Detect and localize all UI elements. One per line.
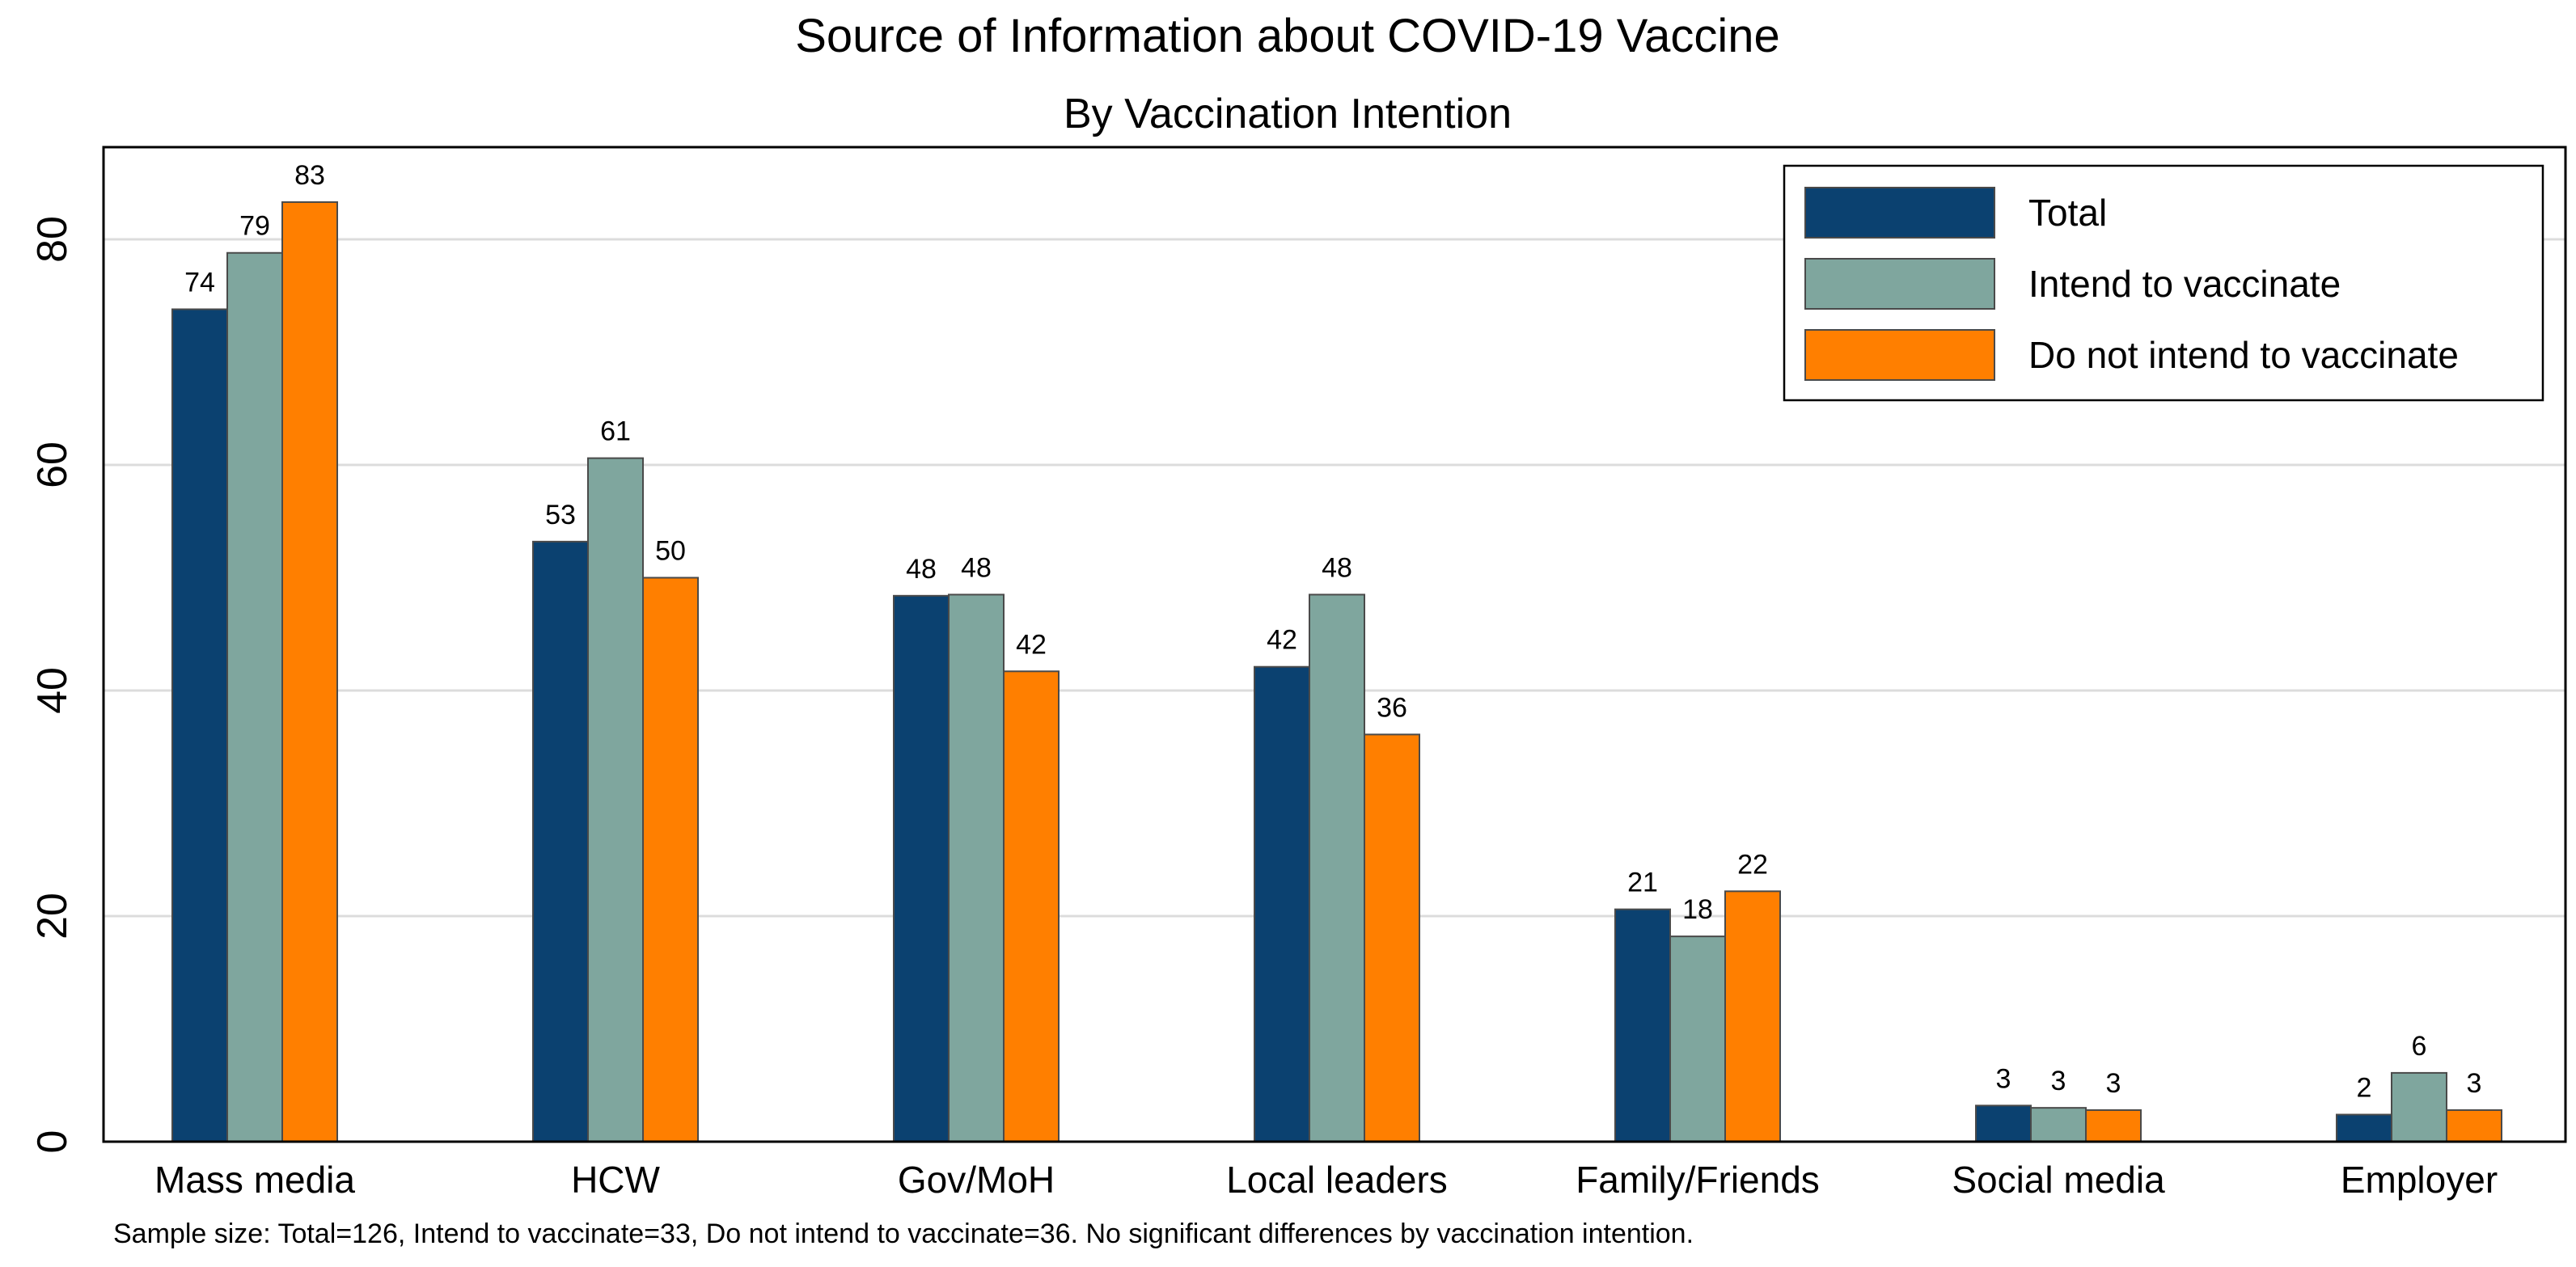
x-tick-label: HCW	[571, 1159, 660, 1201]
bar	[1309, 593, 1365, 1142]
legend-swatch	[1804, 258, 1995, 310]
legend-swatch	[1804, 187, 1995, 239]
data-label: 21	[1627, 868, 1658, 898]
bar	[2336, 1113, 2392, 1143]
data-label: 53	[545, 500, 576, 530]
chart-subtitle: By Vaccination Intention	[1064, 91, 1512, 137]
bar	[1669, 935, 1726, 1142]
data-label: 83	[294, 160, 325, 191]
chart-title: Source of Information about COVID-19 Vac…	[795, 10, 1780, 62]
data-label: 3	[2051, 1066, 2066, 1096]
legend-label: Total	[2028, 192, 2107, 234]
data-label: 36	[1377, 692, 1407, 723]
data-label: 3	[1996, 1063, 2011, 1094]
bar	[1614, 908, 1671, 1142]
data-label: 42	[1016, 629, 1047, 660]
data-label: 18	[1682, 894, 1713, 925]
x-tick-label: Social media	[1952, 1159, 2165, 1201]
legend-swatch	[1804, 329, 1995, 381]
data-label: 22	[1737, 849, 1768, 880]
bar	[171, 308, 228, 1142]
bars: 74 79 83 53 61 50 48 48 42 42 48 36 21 18 22 3 3 3 2 6 3	[171, 160, 2502, 1143]
data-label: 48	[1322, 552, 1352, 583]
bar	[226, 251, 283, 1142]
bar	[948, 593, 1005, 1142]
y-tick-label: 40	[29, 667, 76, 714]
x-tick-label: Local leaders	[1226, 1159, 1448, 1201]
data-label: 48	[906, 554, 937, 585]
bar	[2085, 1109, 2142, 1142]
x-tick-label: Family/Friends	[1576, 1159, 1820, 1201]
bar	[1364, 733, 1420, 1143]
bar	[642, 576, 699, 1142]
data-label: 74	[184, 267, 215, 298]
x-tick-label: Mass media	[154, 1159, 355, 1201]
bar	[532, 540, 589, 1142]
bar	[2030, 1107, 2087, 1143]
bar	[1003, 670, 1060, 1142]
y-tick-label: 60	[29, 441, 76, 488]
bar	[1254, 665, 1310, 1142]
data-label: 2	[2357, 1073, 2372, 1104]
bar	[587, 457, 644, 1142]
data-label: 79	[239, 211, 270, 242]
legend-label: Intend to vaccinate	[2028, 263, 2341, 305]
y-tick-label: 80	[29, 216, 76, 263]
bar	[2446, 1109, 2502, 1142]
data-label: 61	[600, 416, 631, 447]
bar	[893, 594, 950, 1142]
plot-frame	[102, 146, 2567, 1143]
y-tick-label: 20	[29, 893, 76, 940]
x-axis-labels: Mass media HCW Gov/MoH Local leaders Family/…	[154, 1159, 2498, 1201]
bar	[1724, 890, 1781, 1143]
footnote: Sample size: Total=126, Intend to vaccin…	[113, 1218, 1694, 1249]
data-label: 50	[655, 536, 686, 567]
bar	[1975, 1104, 2032, 1142]
data-label: 42	[1267, 625, 1297, 656]
x-tick-label: Employer	[2341, 1159, 2498, 1201]
y-tick-label: 0	[29, 1130, 76, 1154]
data-label: 3	[2467, 1068, 2482, 1099]
legend: Total Intend to vaccinate Do not intend to…	[1783, 164, 2544, 402]
data-label: 6	[2412, 1031, 2427, 1062]
y-axis: 0 20 40 60 80	[29, 216, 76, 1153]
data-label: 3	[2106, 1068, 2121, 1099]
data-label: 48	[961, 552, 992, 583]
bar	[281, 201, 338, 1143]
legend-label: Do not intend to vaccinate	[2028, 334, 2459, 376]
bar	[2391, 1071, 2447, 1143]
x-tick-label: Gov/MoH	[898, 1159, 1055, 1201]
